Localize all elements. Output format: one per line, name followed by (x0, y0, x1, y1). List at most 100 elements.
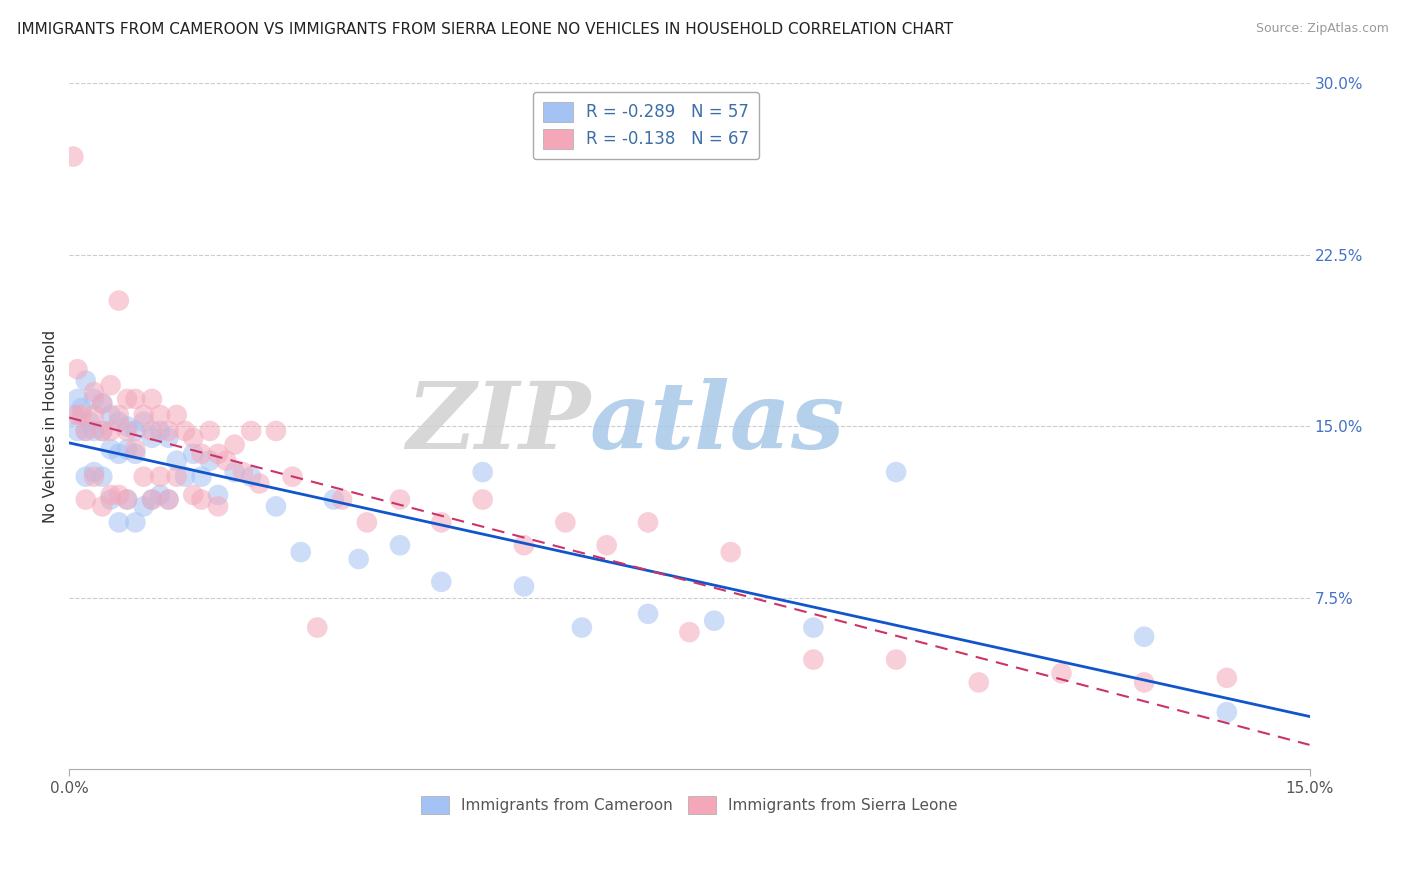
Point (149, 469, 172, 483)
Point (174, 424, 197, 438)
Point (290, 545, 312, 559)
Point (149, 424, 172, 438)
Point (471, 465, 494, 479)
Point (115, 492, 138, 507)
Point (132, 408, 155, 422)
Point (115, 419, 138, 434)
Point (108, 488, 131, 502)
Point (174, 469, 197, 483)
Point (513, 538, 536, 552)
Point (157, 492, 180, 507)
Point (141, 492, 163, 507)
Point (884, 465, 907, 479)
Point (75, 374, 97, 388)
Point (62, 408, 84, 422)
Point (83, 424, 105, 438)
Point (83, 469, 105, 483)
Point (637, 607, 659, 621)
Point (124, 424, 146, 438)
Point (115, 442, 138, 457)
Point (198, 453, 221, 467)
Point (91, 396, 114, 410)
Point (190, 447, 212, 461)
Point (803, 652, 825, 666)
Point (66, 424, 89, 438)
Point (75, 424, 97, 438)
Point (264, 424, 287, 438)
Point (91, 424, 114, 438)
Point (132, 469, 155, 483)
Point (124, 442, 146, 457)
Point (79, 415, 101, 429)
Point (471, 492, 494, 507)
Legend: Immigrants from Cameroon, Immigrants from Sierra Leone: Immigrants from Cameroon, Immigrants fro… (412, 787, 966, 823)
Point (240, 424, 263, 438)
Point (388, 492, 411, 507)
Point (249, 476, 271, 491)
Point (1216, 671, 1239, 685)
Point (115, 492, 138, 507)
Point (347, 552, 370, 566)
Point (190, 469, 212, 483)
Point (115, 392, 138, 406)
Point (141, 392, 163, 406)
Point (232, 465, 254, 479)
Point (264, 500, 287, 514)
Point (141, 431, 163, 445)
Point (149, 408, 172, 422)
Point (224, 437, 246, 451)
Point (207, 447, 229, 461)
Point (166, 453, 188, 467)
Point (166, 408, 188, 422)
Point (108, 516, 131, 530)
Point (190, 492, 212, 507)
Point (149, 488, 172, 502)
Point (181, 431, 204, 445)
Point (108, 293, 131, 308)
Point (91, 469, 114, 483)
Point (75, 492, 97, 507)
Point (430, 574, 453, 589)
Text: IMMIGRANTS FROM CAMEROON VS IMMIGRANTS FROM SIERRA LEONE NO VEHICLES IN HOUSEHOL: IMMIGRANTS FROM CAMEROON VS IMMIGRANTS F… (17, 22, 953, 37)
Point (637, 516, 659, 530)
Point (513, 579, 536, 593)
Point (157, 424, 180, 438)
Point (83, 392, 105, 406)
Point (108, 415, 131, 429)
Point (356, 516, 378, 530)
Point (91, 424, 114, 438)
Point (388, 538, 411, 552)
Point (108, 408, 131, 422)
Point (124, 392, 146, 406)
Point (141, 424, 163, 438)
Point (100, 442, 122, 457)
Text: atlas: atlas (591, 378, 845, 468)
Point (240, 469, 263, 483)
Text: ZIP: ZIP (406, 378, 591, 468)
Point (66, 362, 89, 376)
Point (330, 492, 353, 507)
Point (83, 385, 105, 400)
Point (124, 447, 146, 461)
Point (75, 424, 97, 438)
Point (66, 408, 89, 422)
Point (430, 516, 453, 530)
Point (70, 401, 93, 415)
Point (115, 424, 138, 438)
Point (75, 469, 97, 483)
Point (207, 488, 229, 502)
Text: Source: ZipAtlas.com: Source: ZipAtlas.com (1256, 22, 1389, 36)
Point (703, 614, 725, 628)
Point (157, 431, 180, 445)
Point (181, 488, 204, 502)
Point (132, 500, 155, 514)
Point (1050, 666, 1073, 681)
Point (66, 392, 89, 406)
Point (91, 396, 114, 410)
Point (884, 652, 907, 666)
Point (124, 516, 146, 530)
Point (307, 621, 329, 635)
Point (91, 500, 114, 514)
Point (100, 378, 122, 392)
Point (215, 453, 238, 467)
